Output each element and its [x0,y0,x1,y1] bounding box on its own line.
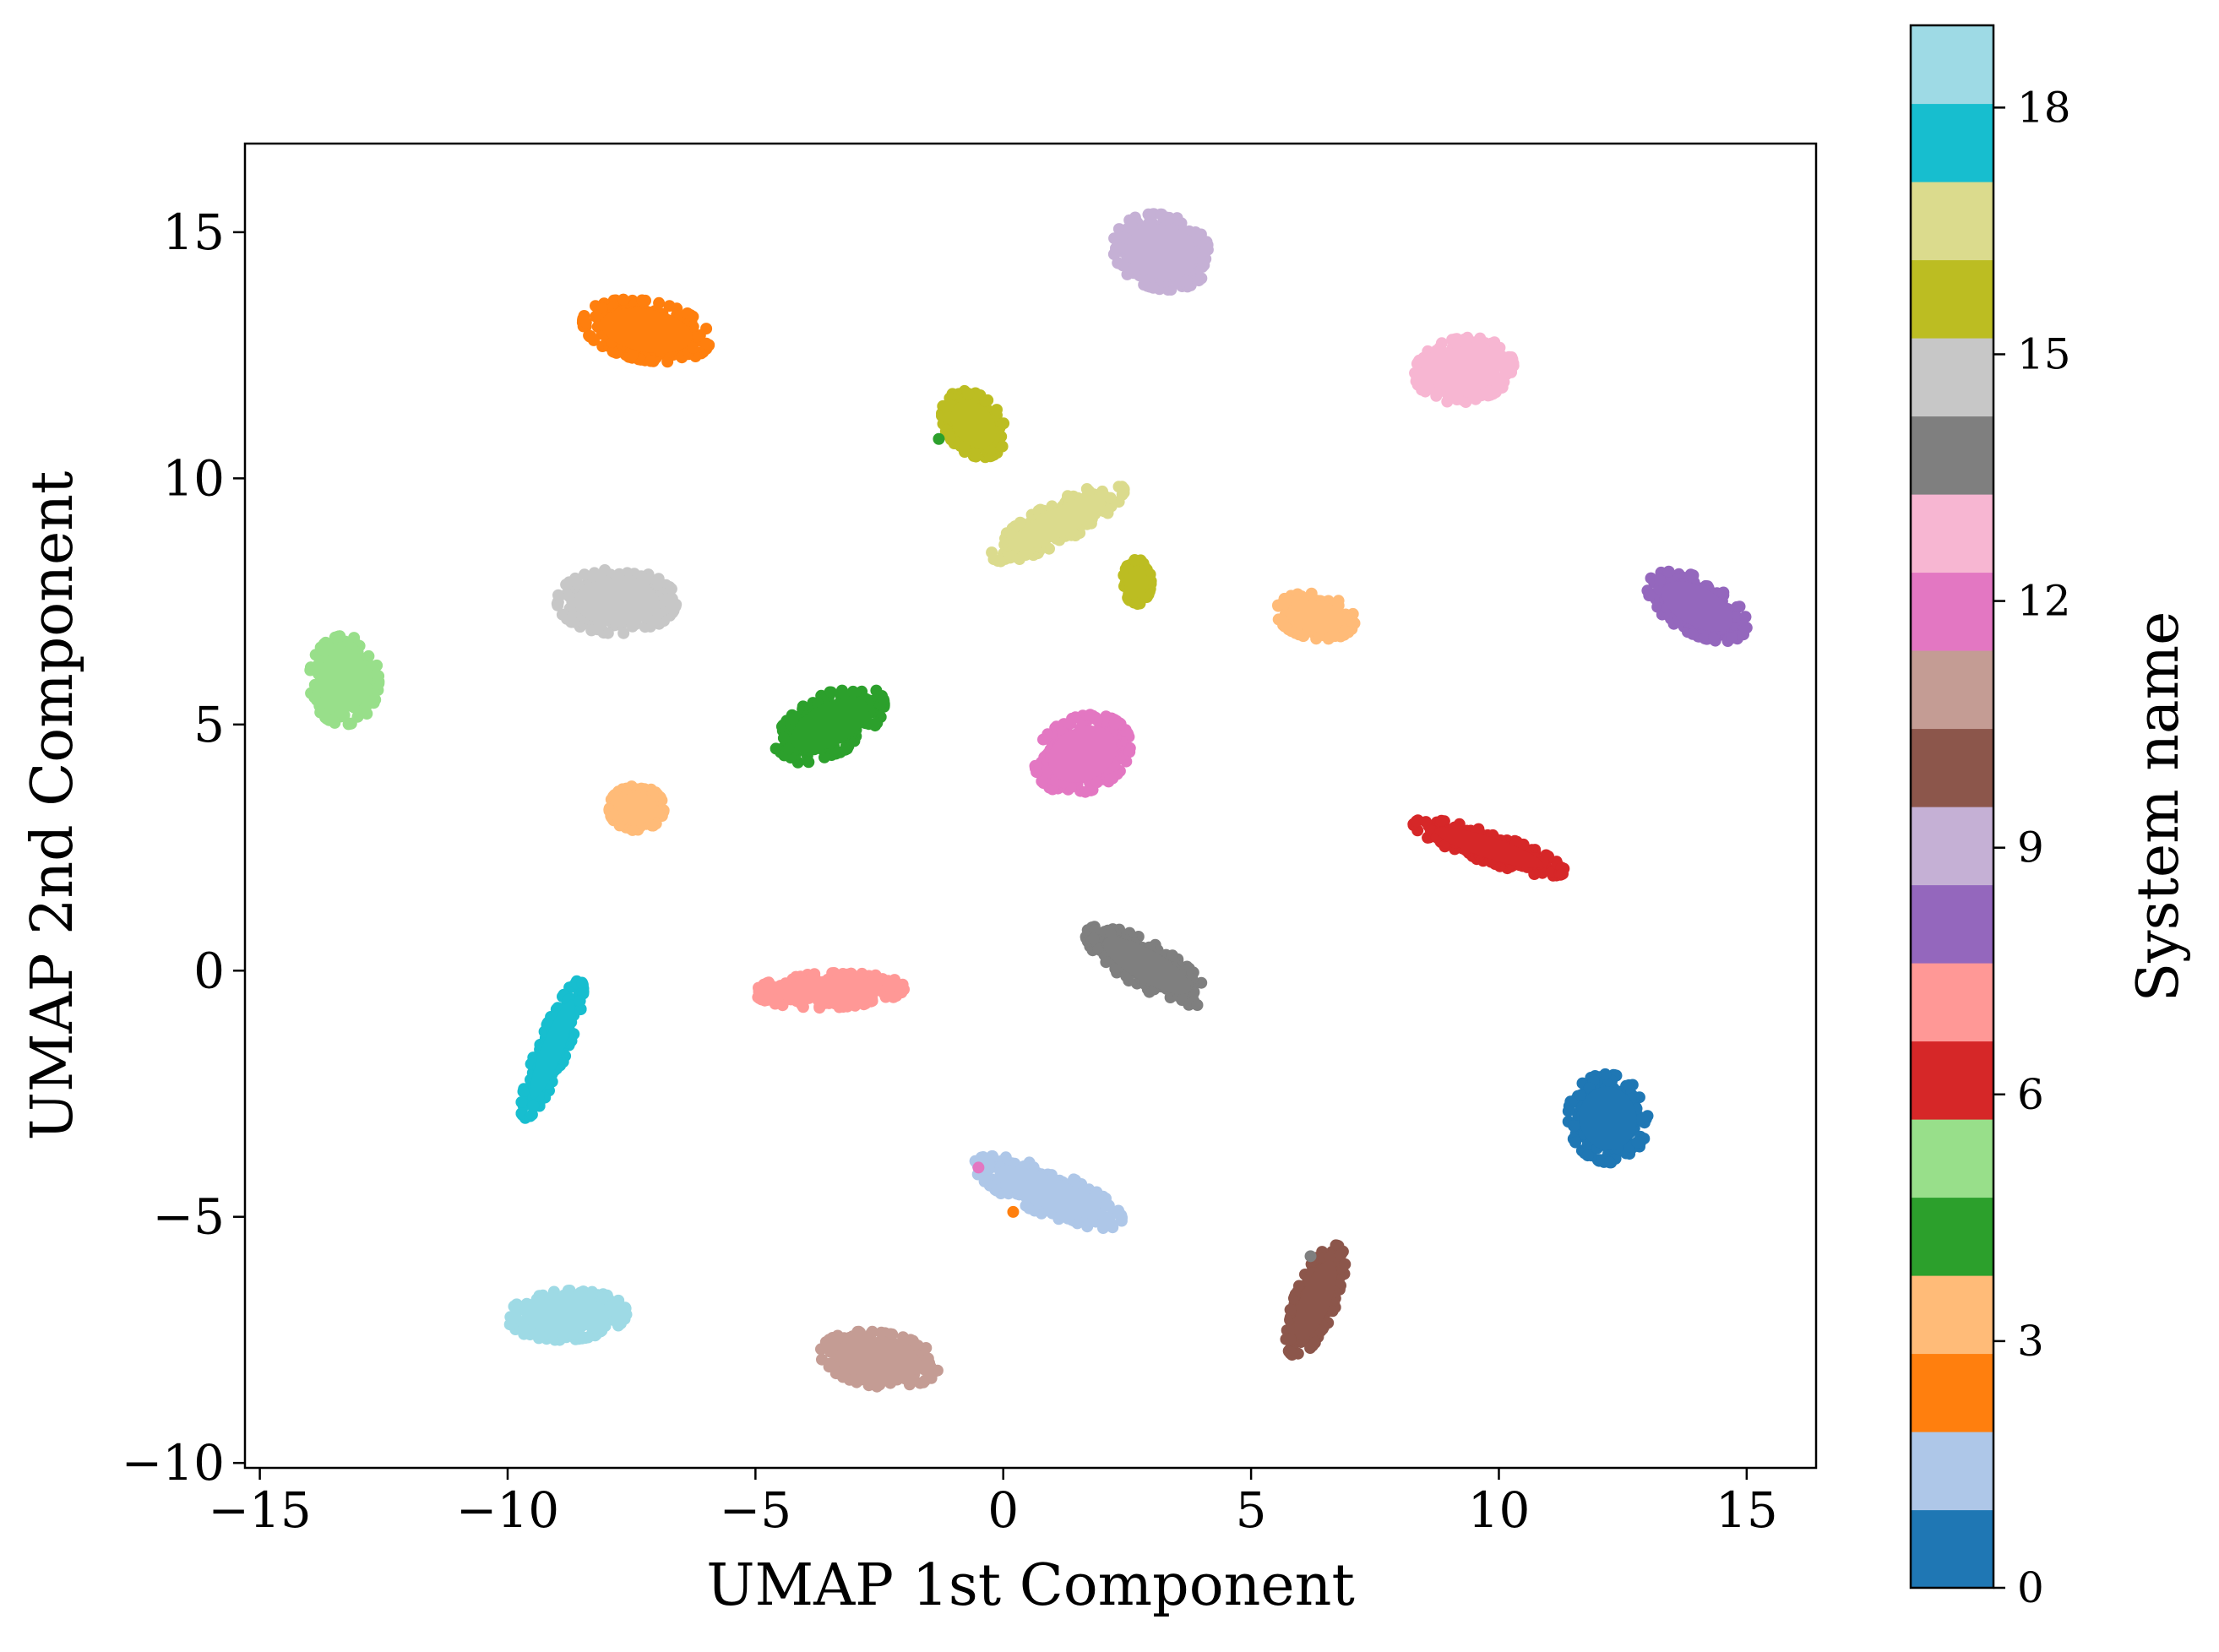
scatter-point [825,686,837,698]
scatter-point [1112,1204,1124,1217]
scatter-point [1717,586,1730,599]
cluster-class-4 [770,684,890,769]
scatter-point [1654,573,1667,586]
scatter-point [887,991,900,1003]
scatter-point [990,1184,1003,1197]
scatter-point [1284,1303,1297,1316]
scatter-point [308,691,321,704]
scatter-point [839,743,851,756]
cluster-class-8 [1641,565,1753,647]
scatter-point [585,330,597,343]
scatter-point [1123,214,1136,226]
scatter-point [1581,1149,1594,1162]
cluster-class-6 [1407,814,1570,882]
scatter-point [314,706,327,719]
scatter-point [999,1151,1012,1164]
scatter-point [333,630,345,643]
scatter-point [1739,611,1752,623]
scatter-point [1108,232,1121,245]
scatter-point [663,300,676,312]
scatter-point [1342,626,1355,639]
scatter-point [870,716,883,729]
scatter-point [636,294,649,307]
scatter-point [1090,1186,1103,1198]
scatter-point [617,293,630,306]
scatter-point [1662,565,1675,578]
scatter-point [802,756,815,769]
scatter-point [1335,1248,1347,1261]
cluster-class-0 [1562,1068,1654,1169]
scatter-point [700,337,713,350]
scatter-point [606,345,619,358]
cluster-core [318,648,369,713]
scatter-point [626,349,639,361]
cluster-core [1579,1086,1637,1150]
scatter-point [777,731,790,744]
scatter-point [626,823,639,836]
scatter-point [1161,213,1173,226]
scatter-point [978,1175,991,1187]
scatter-point [342,718,355,731]
scatter-point [1569,1136,1582,1149]
scatter-point [1603,1156,1616,1169]
scatter-point [1643,590,1656,601]
scatter-point [786,713,799,725]
scatter-point [373,670,385,682]
scatter-point [329,716,341,729]
cluster-class-3 [603,780,670,836]
scatter-point [687,310,699,323]
cluster-core [601,307,693,354]
scatter-point [1726,632,1738,644]
cluster-class-1 [969,1150,1128,1235]
scatter-point [661,356,674,368]
scatter-point [1107,1221,1119,1234]
scatter-point [644,355,657,367]
scatter-point [877,693,889,706]
scatter-point [1200,236,1213,248]
scatter-point [1631,1136,1644,1149]
scatter-point [1686,628,1699,640]
scatter-point [1109,247,1122,259]
scatter-point [653,296,666,309]
scatter-point [1180,274,1193,287]
scatter-point [1284,1333,1297,1345]
scatter-point [1435,814,1448,827]
scatter-points [304,208,1753,1393]
scatter-point [1286,1346,1297,1359]
scatter-point [1276,614,1289,627]
cluster-class-9 [1107,208,1214,296]
cluster-class-3 [1272,587,1361,645]
cluster-class-2 [576,293,715,368]
scatter-point [1308,1336,1321,1349]
scatter-point [1684,568,1697,581]
scatter-point [1599,1068,1612,1080]
scatter-point [1171,212,1183,225]
scatter-point [1575,1089,1587,1101]
scatter-point [1568,1120,1580,1132]
cluster-class-5 [304,630,385,731]
cluster-class-7 [752,967,910,1014]
scatter-point [1189,227,1202,239]
scatter-point [1332,595,1345,607]
scatter-point [1117,259,1129,272]
scatter-point [1102,1199,1115,1212]
scatter-point [1195,272,1208,285]
scatter-point [761,977,774,989]
scatter-point [687,341,699,354]
scatter-point [1555,868,1568,881]
scatter-point [1138,278,1150,291]
scatter-point [1410,815,1422,828]
scatter-point [752,991,764,1003]
cluster-class-11 [815,1325,944,1393]
scatter-point [987,1150,998,1162]
scatter-point [1562,1105,1575,1117]
cluster-core [617,792,656,824]
scatter-point [579,316,592,329]
cluster-core [994,1166,1101,1219]
